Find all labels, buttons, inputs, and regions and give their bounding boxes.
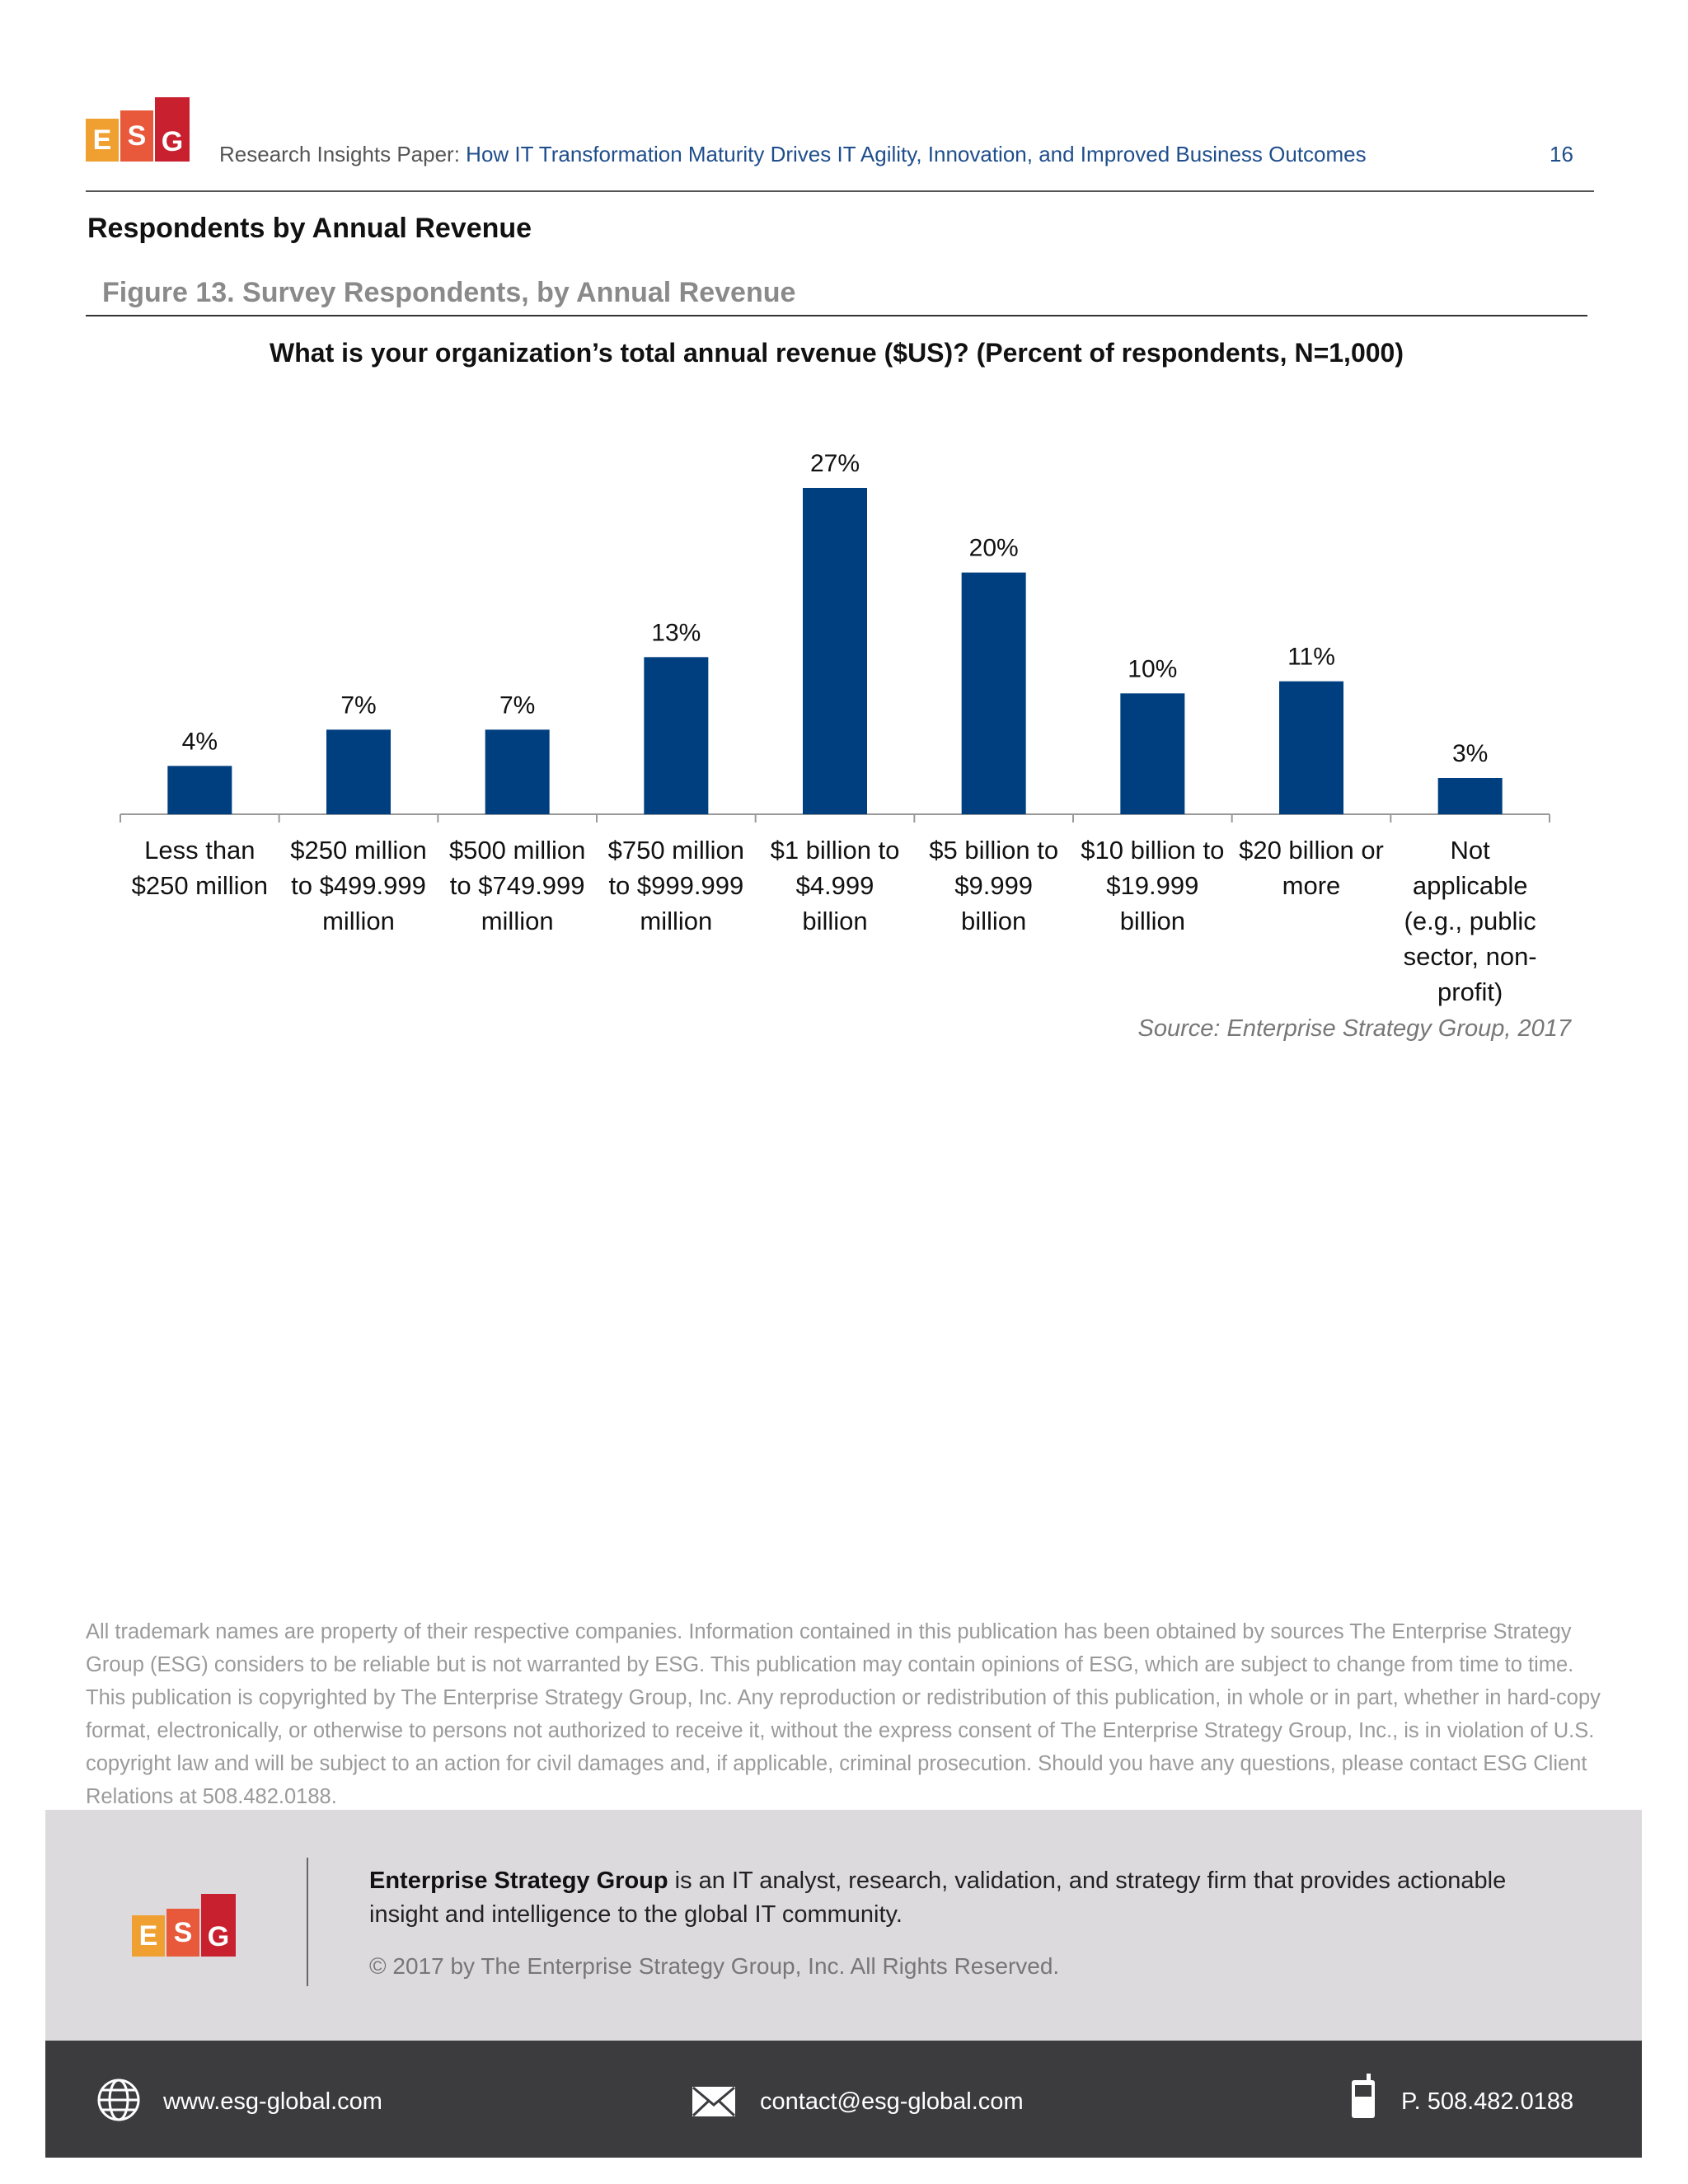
category-label-line: applicable <box>1412 871 1528 900</box>
category-label-line: billion <box>961 907 1027 935</box>
category-label-line: Less than <box>144 836 256 865</box>
data-label: 7% <box>340 691 376 719</box>
category-label-line: million <box>640 907 713 935</box>
header-divider <box>86 190 1594 192</box>
header-text: Research Insights Paper: How IT Transfor… <box>219 142 1367 167</box>
category-label-line: Not <box>1450 836 1490 865</box>
data-label: 11% <box>1287 644 1335 671</box>
category-label-line: $1 billion to <box>770 836 900 865</box>
figure-divider <box>86 315 1587 316</box>
bar <box>326 729 391 814</box>
logo-letter-g: G <box>155 97 190 162</box>
category-label-line: million <box>481 907 554 935</box>
globe-icon <box>97 2079 140 2121</box>
data-label: 13% <box>651 619 701 646</box>
category-label-line: $250 million <box>131 871 269 900</box>
bar <box>485 729 550 814</box>
category-label: $250 million to $499.999 million <box>280 832 437 939</box>
data-label: 7% <box>499 691 535 719</box>
footer-esg-logo: E S G <box>132 1894 236 1957</box>
footer-copyright: © 2017 by The Enterprise Strategy Group,… <box>369 1953 1060 1979</box>
chart-source: Source: Enterprise Strategy Group, 2017 <box>1137 1015 1571 1042</box>
esg-logo: E S G <box>86 97 190 162</box>
category-label-line: $5 billion to <box>929 836 1059 865</box>
category-label: $500 million to $749.999 million <box>439 832 596 939</box>
page-number: 16 <box>1550 142 1573 166</box>
paper-title: How IT Transformation Maturity Drives IT… <box>466 142 1367 166</box>
data-label: 4% <box>182 728 218 755</box>
chart-title: What is your organization’s total annual… <box>270 338 1404 368</box>
company-desc: is an IT analyst, research, validation, … <box>369 1868 1507 1928</box>
email-link[interactable]: contact@esg-global.com <box>760 2088 1024 2115</box>
data-label: 20% <box>969 535 1019 562</box>
category-label: $10 billion to $19.999 billion <box>1074 832 1231 939</box>
footer-about: Enterprise Strategy Group is an IT analy… <box>369 1864 1523 1932</box>
bar-chart: 4% 7% 7% 13% 27% 20% 10% 11% 3% <box>120 450 1550 823</box>
section-title: Respondents by Annual Revenue <box>87 213 532 244</box>
category-label: $20 billion or more <box>1233 832 1390 903</box>
data-label: 10% <box>1128 655 1177 682</box>
logo-letter-e: E <box>86 119 119 162</box>
figure-title: Figure 13. Survey Respondents, by Annual… <box>102 277 796 308</box>
category-label-line: $20 billion or <box>1239 836 1384 865</box>
category-label-line: profit) <box>1437 977 1503 1006</box>
logo-letter-g: G <box>201 1894 236 1957</box>
envelope-icon <box>692 2086 736 2117</box>
category-label-line: $250 million <box>290 836 427 865</box>
data-label: 3% <box>1452 740 1488 767</box>
category-label-line: to $749.999 <box>449 871 585 900</box>
bar <box>1437 778 1503 814</box>
logo-letter-e: E <box>132 1915 165 1957</box>
footer-divider <box>307 1858 308 1986</box>
bar <box>1279 681 1343 814</box>
category-label-line: $750 million <box>607 836 745 865</box>
category-label-line: $500 million <box>448 836 586 865</box>
category-label-line: (e.g., public <box>1404 907 1536 935</box>
footer-panel <box>45 1810 1642 2041</box>
category-label-line: $19.999 <box>1106 871 1199 900</box>
disclaimer-text: All trademark names are property of thei… <box>86 1620 1601 1808</box>
bar <box>167 766 232 814</box>
category-label: Not applicable (e.g., public sector, non-pr… <box>1392 832 1549 1010</box>
category-label: $750 million to $999.999 million <box>598 832 754 939</box>
phone-icon <box>1352 2074 1375 2118</box>
category-label-line: million <box>322 907 395 935</box>
category-label: Less than $250 million <box>121 832 278 903</box>
bar <box>1120 693 1185 814</box>
category-label: $5 billion to $9.999 billion <box>916 832 1072 939</box>
logo-letter-s: S <box>120 110 153 162</box>
category-label-line: more <box>1282 871 1341 900</box>
category-label-line: $10 billion to <box>1081 836 1225 865</box>
category-label-line: billion <box>802 907 868 935</box>
footer-contact-bar <box>45 2041 1642 2158</box>
category-label-line: sector, non- <box>1403 942 1537 971</box>
website-link[interactable]: www.esg-global.com <box>163 2088 382 2115</box>
paper-prefix: Research Insights Paper: <box>219 142 460 166</box>
category-label-line: to $999.999 <box>608 871 744 900</box>
category-label-line: $4.999 <box>795 871 874 900</box>
bar <box>644 657 709 814</box>
category-label-line: to $499.999 <box>291 871 426 900</box>
company-name: Enterprise Strategy Group <box>369 1868 668 1894</box>
category-label-line: billion <box>1119 907 1185 935</box>
data-label: 27% <box>810 450 860 477</box>
logo-letter-s: S <box>166 1909 199 1957</box>
category-label-line: $9.999 <box>954 871 1034 900</box>
bar <box>803 488 867 814</box>
bar <box>961 572 1026 814</box>
phone-number[interactable]: P. 508.482.0188 <box>1401 2088 1574 2115</box>
category-label: $1 billion to $4.999 billion <box>757 832 913 939</box>
